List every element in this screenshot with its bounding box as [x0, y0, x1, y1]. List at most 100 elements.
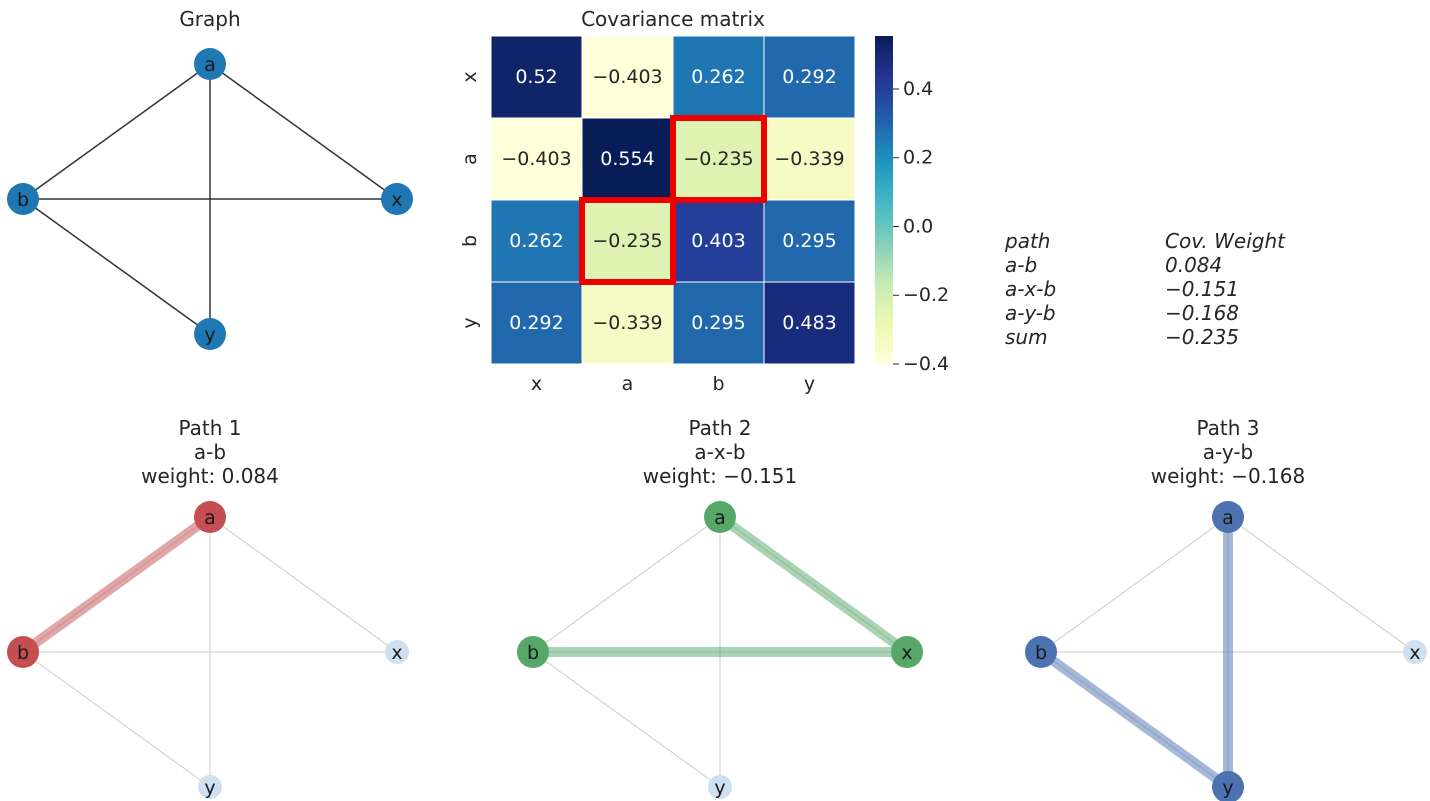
row-tick-label: a — [459, 153, 481, 165]
path-sequence: a-x-b — [694, 440, 745, 464]
row-tick-label: b — [459, 235, 481, 247]
heatmap-cell — [581, 281, 674, 365]
highlight-box — [579, 197, 676, 285]
heatmap-cell-label: −0.339 — [592, 312, 662, 334]
edge-a-x — [1227, 516, 1416, 653]
heatmap-cell — [672, 35, 765, 119]
heatmap-cell — [672, 281, 765, 365]
node-label-b: b — [1035, 642, 1047, 664]
table-row-weight: −0.151 — [1165, 277, 1239, 301]
path-title: Path 1 — [178, 416, 241, 440]
heatmap-cell — [490, 35, 583, 119]
node-label-x: x — [901, 642, 912, 664]
node-y — [194, 318, 226, 350]
path-title: Path 2 — [688, 416, 751, 440]
heatmap-cell — [763, 35, 856, 119]
table-row-path: a-y-b — [1005, 301, 1056, 325]
heatmap-cell — [763, 199, 856, 283]
node-label-b: b — [17, 189, 29, 211]
table-row-weight: −0.235 — [1165, 325, 1239, 349]
node-a — [194, 48, 226, 80]
heatmap-cell-label: −0.339 — [774, 148, 844, 170]
path-sequence: a-b — [194, 440, 226, 464]
table-row-weight: −0.168 — [1165, 301, 1239, 325]
node-x — [891, 636, 923, 668]
heatmap-cell-label: 0.295 — [691, 312, 745, 334]
node-y — [1212, 771, 1244, 801]
node-b — [1025, 636, 1057, 668]
covariance-heatmap: Covariance matrix 0.52 −0.403 0.262 0.292 −0… — [459, 7, 856, 395]
node-label-y: y — [714, 777, 725, 799]
colorbar: 0.4 0.2 0.0 −0.2 −0.4 — [875, 36, 949, 375]
heatmap-cell-label: 0.295 — [782, 230, 836, 252]
node-label-x: x — [391, 189, 402, 211]
table-row-path: sum — [1005, 325, 1048, 349]
path-weight: weight: 0.084 — [141, 464, 279, 488]
edge-a-x — [209, 516, 398, 653]
node-label-y: y — [1222, 777, 1233, 799]
column-tick-label: x — [531, 373, 542, 395]
path-sequence: a-y-b — [1203, 440, 1254, 464]
heatmap-cell-label: 0.483 — [782, 312, 836, 334]
row-tick-label: x — [459, 71, 481, 82]
node-a — [704, 501, 736, 533]
row-tick-label: y — [459, 317, 481, 328]
node-x — [385, 640, 409, 664]
node-a — [194, 501, 226, 533]
table-header-weight: Cov. Weight — [1165, 229, 1286, 253]
node-label-y: y — [204, 777, 215, 799]
heatmap-cell — [763, 117, 856, 201]
heatmap-cell-label: 0.554 — [600, 148, 654, 170]
heatmap-cell — [763, 281, 856, 365]
edge-b-y — [22, 198, 211, 335]
node-label-a: a — [714, 507, 726, 529]
node-label-a: a — [204, 507, 216, 529]
node-b — [7, 636, 39, 668]
node-y — [708, 775, 732, 799]
edge-a-b — [1040, 516, 1229, 653]
node-label-x: x — [391, 642, 402, 664]
heatmap-cell-label: −0.235 — [683, 148, 753, 170]
colorbar-bar — [875, 36, 893, 364]
node-x — [1403, 640, 1427, 664]
column-tick-label: b — [712, 373, 724, 395]
highlighted-edge-a-x — [715, 512, 912, 657]
node-label-a: a — [1222, 507, 1234, 529]
node-label-b: b — [527, 642, 539, 664]
table-header-path: path — [1004, 229, 1050, 253]
edge-b-y — [22, 651, 211, 788]
heatmap-cell-label: 0.292 — [782, 66, 836, 88]
heatmap-cell-label: 0.262 — [509, 230, 563, 252]
node-a — [1212, 501, 1244, 533]
path-3-panel: Path 3 a-y-b weight: −0.168 a b x y — [1025, 416, 1427, 801]
path-1-panel: Path 1 a-b weight: 0.084 a b x y — [7, 416, 409, 799]
node-y — [198, 775, 222, 799]
edge-b-y — [532, 651, 721, 788]
edge-a-b — [532, 516, 721, 653]
path-2-panel: Path 2 a-x-b weight: −0.151 a b x y — [517, 416, 923, 799]
node-b — [517, 636, 549, 668]
heatmap-cell — [490, 281, 583, 365]
node-b — [7, 183, 39, 215]
graph-title: Graph — [179, 7, 240, 31]
heatmap-title: Covariance matrix — [581, 7, 765, 31]
heatmap-cell-label: 0.262 — [691, 66, 745, 88]
node-label-y: y — [204, 324, 215, 346]
heatmap-cell-label: −0.403 — [592, 66, 662, 88]
node-x — [381, 183, 413, 215]
table-row-path: a-b — [1005, 253, 1037, 277]
colorbar-tick-label: −0.4 — [903, 353, 949, 375]
colorbar-tick-label: 0.4 — [903, 78, 933, 100]
path-title: Path 3 — [1196, 416, 1259, 440]
heatmap-cell-label: 0.292 — [509, 312, 563, 334]
highlighted-edge-y-b — [1036, 647, 1233, 792]
node-label-b: b — [17, 642, 29, 664]
heatmap-cell-label: −0.403 — [501, 148, 571, 170]
graph-panel: Graph a b x y — [7, 7, 413, 350]
node-label-x: x — [1409, 642, 1420, 664]
highlighted-edge-a-b — [18, 512, 215, 657]
path-weight-table: path Cov. Weight a-b 0.084 a-x-b −0.151 … — [1004, 229, 1286, 349]
edge-a-b — [22, 63, 211, 200]
column-tick-label: y — [804, 373, 815, 395]
